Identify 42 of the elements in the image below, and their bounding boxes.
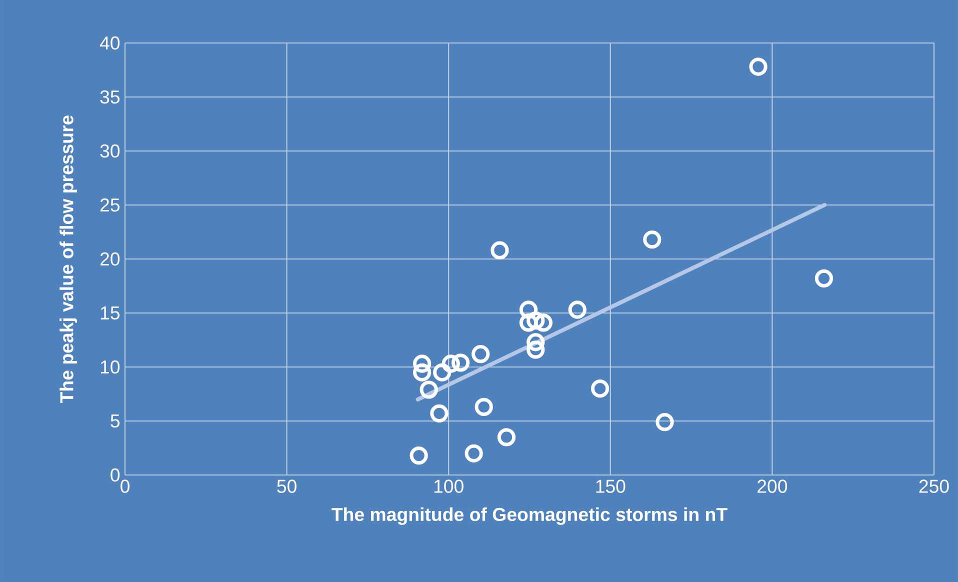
point [472,344,490,364]
x-tick-label: 100 [434,480,464,493]
point [430,404,448,422]
point [412,363,432,382]
point [420,380,438,399]
y-tick-label: 20 [100,252,120,266]
point [519,314,538,332]
x-tick-label: 250 [919,480,949,493]
y-tick-label: 25 [100,198,120,212]
point [526,333,545,352]
point [568,300,586,319]
point [534,314,552,332]
point [442,354,460,373]
point [452,354,470,372]
point [526,311,545,330]
x-tick-label: 50 [277,480,296,493]
point [590,380,610,398]
point [433,363,452,382]
y-tick-label: 35 [100,90,120,104]
point [749,58,768,76]
x-tick-label: 150 [596,480,626,493]
point [526,340,545,359]
y-tick-label: 10 [100,360,120,374]
point [412,354,432,373]
y-tick-label: 15 [100,306,120,320]
x-axis-title: The magnitude of Geomagnetic storms in nT [332,507,728,525]
point [643,230,662,249]
y-tick-label: 40 [100,36,120,50]
point [656,413,674,432]
point [497,428,516,446]
point [814,269,834,288]
point [474,398,493,416]
point [410,446,428,465]
y-tick-label: 0 [110,468,120,482]
x-tick-label: 200 [758,480,788,493]
x-tick-label: 0 [120,480,130,493]
y-tick-label: 5 [110,414,120,428]
point [519,300,538,319]
y-tick-label: 30 [100,144,120,158]
point [490,241,509,260]
y-axis-title: The peakj value of flow pressure [60,115,78,403]
point [464,444,483,462]
